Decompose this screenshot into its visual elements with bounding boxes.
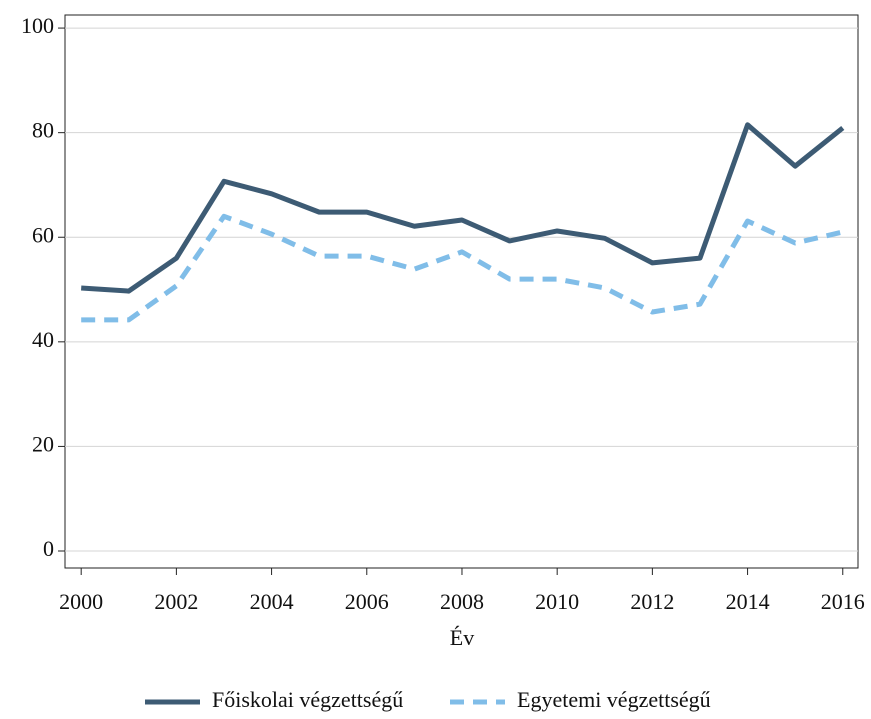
y-tick-label: 100 [21,13,54,38]
y-tick-label: 0 [43,536,54,561]
y-tick-label: 20 [32,431,54,456]
x-tick-label: 2014 [726,589,770,614]
x-tick-label: 2000 [59,589,103,614]
legend-label: Főiskolai végzettségű [212,687,403,712]
legend-label: Egyetemi végzettségű [517,687,711,712]
y-tick-label: 80 [32,118,54,143]
x-tick-label: 2016 [821,589,865,614]
x-axis-title: Év [450,625,474,650]
x-tick-label: 2002 [154,589,198,614]
x-tick-label: 2012 [630,589,674,614]
y-tick-label: 40 [32,327,54,352]
x-tick-label: 2006 [345,589,389,614]
plot-frame [64,14,859,569]
series-line [81,122,845,294]
x-tick-label: 2010 [535,589,579,614]
y-tick-label: 60 [32,222,54,247]
x-tick-label: 2004 [250,589,294,614]
series-line [81,213,844,323]
x-tick-label: 2008 [440,589,484,614]
